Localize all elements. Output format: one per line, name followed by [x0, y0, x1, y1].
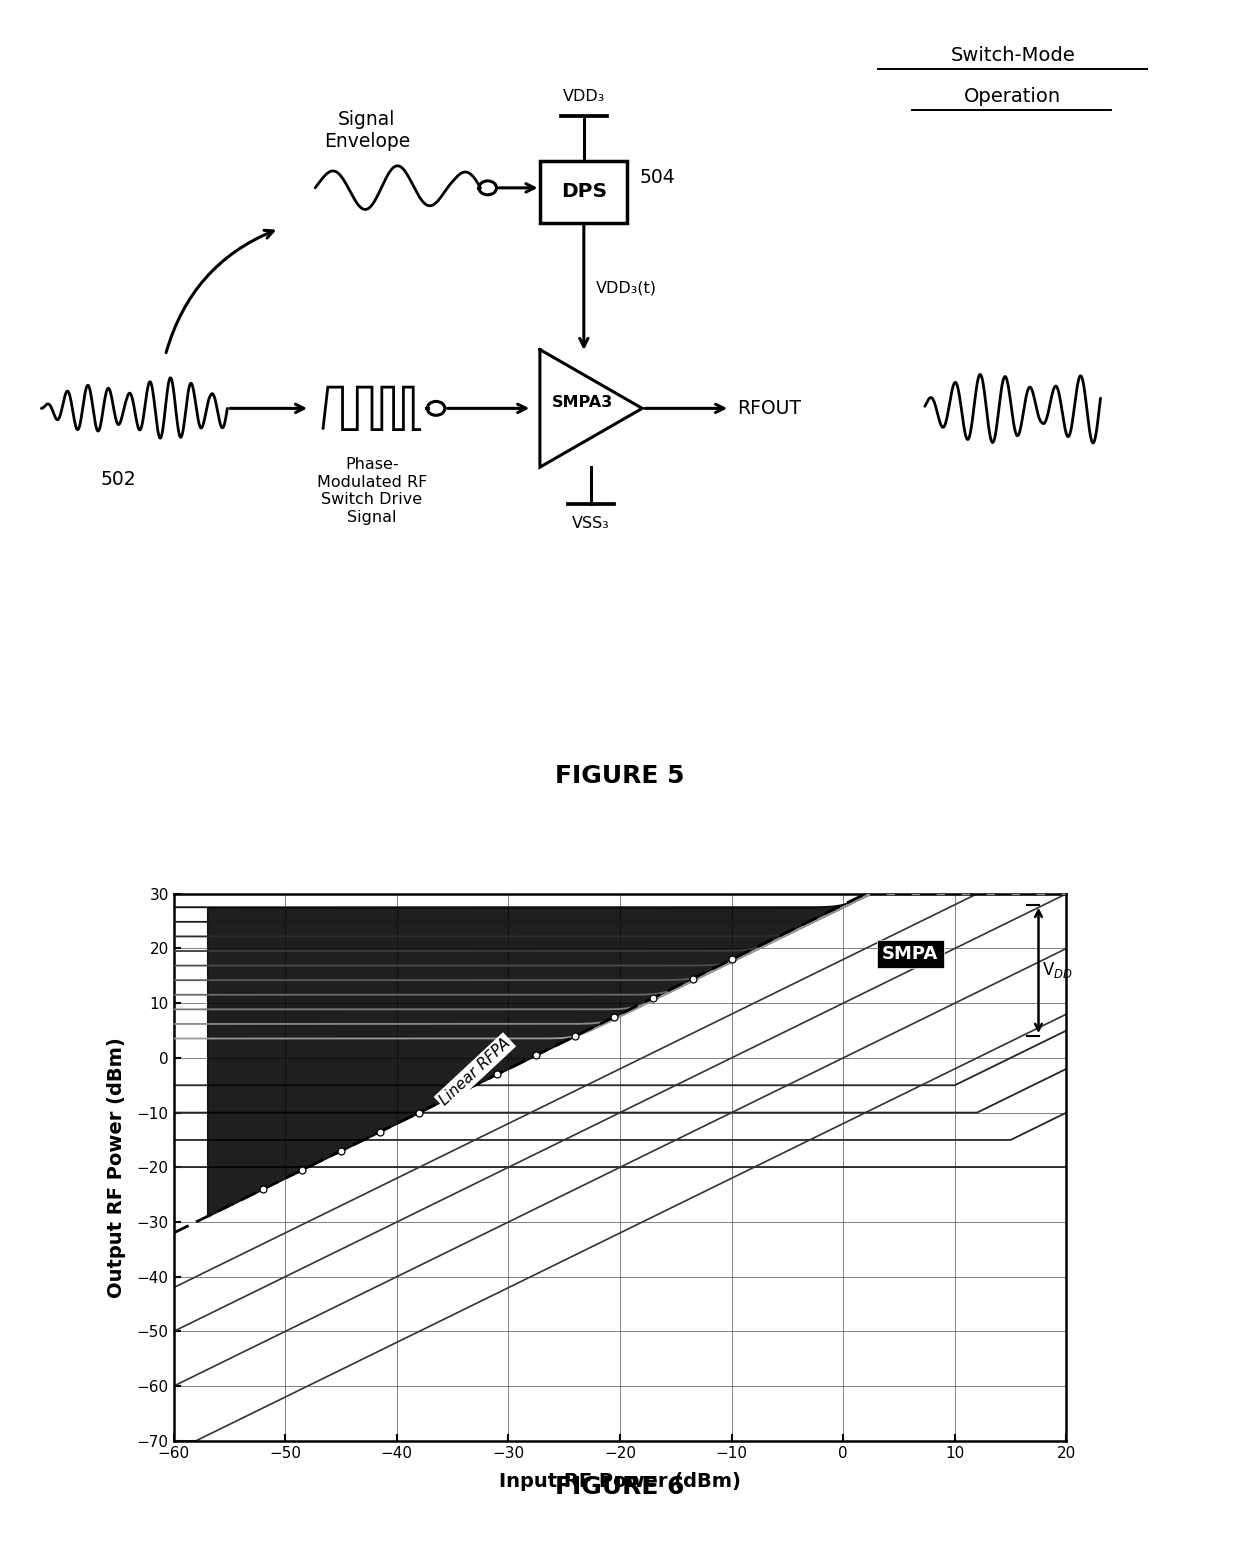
Text: 504: 504 [640, 168, 676, 186]
Text: Signal
Envelope: Signal Envelope [324, 109, 410, 151]
FancyBboxPatch shape [541, 162, 627, 222]
Text: Operation: Operation [965, 88, 1061, 106]
Text: VDD₃: VDD₃ [563, 89, 605, 105]
Text: FIGURE 5: FIGURE 5 [556, 764, 684, 787]
Text: 502: 502 [100, 470, 136, 488]
Text: DPS: DPS [560, 182, 606, 202]
Text: SMPA3: SMPA3 [552, 394, 614, 410]
Text: Phase-
Modulated RF
Switch Drive
Signal: Phase- Modulated RF Switch Drive Signal [316, 458, 428, 524]
X-axis label: Input RF Power (dBm): Input RF Power (dBm) [498, 1472, 742, 1490]
Y-axis label: Output RF Power (dBm): Output RF Power (dBm) [107, 1037, 125, 1298]
Text: SMPA: SMPA [882, 945, 939, 963]
Text: Switch-Mode: Switch-Mode [950, 46, 1075, 65]
Text: FIGURE 6: FIGURE 6 [556, 1475, 684, 1499]
Text: Linear RFPA: Linear RFPA [436, 1036, 513, 1108]
Text: VSS₃: VSS₃ [572, 516, 610, 532]
Polygon shape [539, 350, 642, 467]
Text: RFOUT: RFOUT [738, 399, 801, 418]
Text: V$_{DD}$: V$_{DD}$ [1042, 960, 1073, 980]
Text: VDD₃(t): VDD₃(t) [596, 280, 657, 296]
